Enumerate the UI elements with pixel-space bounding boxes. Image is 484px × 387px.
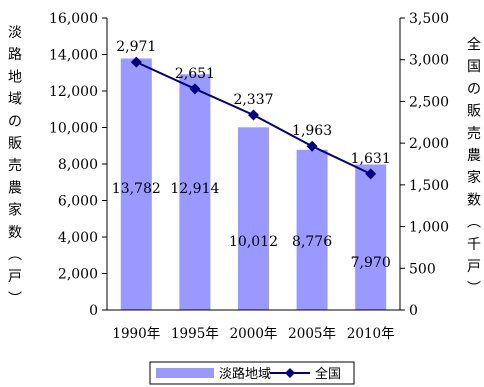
left-tick-label: 2,000 <box>58 267 98 283</box>
right-tick-label: 500 <box>409 261 436 277</box>
y-axis-title-right-text: 全国の販売農家数︵千戸︶ <box>467 36 481 297</box>
right-tick-labels: 0 500 1,000 1,500 2,000 2,500 3,000 3,500 <box>409 11 449 319</box>
left-tick-label: 6,000 <box>58 194 98 210</box>
line-value-labels: 2,971 2,651 2,337 1,963 1,631 <box>116 39 390 167</box>
line-marker-2 <box>248 109 259 121</box>
line-marker-4 <box>365 168 377 180</box>
right-tick-label: 2,000 <box>409 136 449 152</box>
left-tick-label: 16,000 <box>49 11 98 27</box>
left-tick-label: 10,000 <box>49 121 98 137</box>
right-tick-label: 3,500 <box>409 11 449 27</box>
left-tick-label: 12,000 <box>49 84 98 100</box>
right-tick-label: 3,000 <box>409 53 449 69</box>
left-tick-label: 8,000 <box>58 157 98 173</box>
legend-label-line: 全国 <box>315 366 341 382</box>
bars-layer <box>120 58 387 310</box>
axes-layer <box>102 17 405 311</box>
legend-box <box>149 361 355 385</box>
category-label: 1990年 <box>112 326 160 342</box>
legend-label-bar: 淡路地域 <box>219 366 271 382</box>
line-value-label: 1,631 <box>351 151 391 167</box>
category-labels: 1990年 1995年 2000年 2005年 2010年 <box>112 326 394 342</box>
bar-0 <box>120 58 152 310</box>
category-label: 1995年 <box>171 326 219 342</box>
y-axis-title-left-text: 淡路地域の販売農家数︵戸︶ <box>8 25 22 307</box>
category-label: 2005年 <box>288 326 336 342</box>
bar-value-label: 8,776 <box>292 234 332 250</box>
line-value-label: 1,963 <box>292 123 332 139</box>
line-layer <box>130 56 377 180</box>
legend-swatch-bar <box>156 368 214 378</box>
category-label: 2000年 <box>230 326 278 342</box>
y-axis-title-right: 全国の販売農家数︵千戸︶ <box>467 36 481 297</box>
line-marker-0 <box>130 56 142 68</box>
bar-value-labels: 13,782 12,914 10,012 8,776 7,970 <box>112 181 391 271</box>
left-tick-label: 0 <box>89 303 98 319</box>
bar-2 <box>238 127 269 310</box>
line-value-label: 2,651 <box>175 66 215 82</box>
right-tick-label: 0 <box>409 303 418 319</box>
bar-4 <box>355 164 387 310</box>
bar-value-label: 13,782 <box>112 181 161 197</box>
right-tick-label: 1,000 <box>409 220 449 236</box>
right-tick-label: 2,500 <box>409 94 449 110</box>
bar-value-label: 10,012 <box>229 234 278 250</box>
legend-swatch-marker <box>285 368 295 378</box>
right-tick-label: 1,500 <box>409 178 449 194</box>
line-marker-1 <box>189 83 201 95</box>
y-axis-title-left: 淡路地域の販売農家数︵戸︶ <box>8 25 22 307</box>
bar-value-label: 7,970 <box>351 255 391 271</box>
line-value-label: 2,337 <box>233 92 273 108</box>
left-tick-label: 14,000 <box>49 48 98 64</box>
line-value-label: 2,971 <box>116 39 156 55</box>
left-tick-label: 4,000 <box>58 230 98 246</box>
bar-value-label: 12,914 <box>170 181 219 197</box>
category-label: 2010年 <box>347 326 395 342</box>
line-marker-3 <box>306 140 318 152</box>
legend: 淡路地域 全国 <box>149 361 355 385</box>
bar-1 <box>179 74 211 310</box>
bar-3 <box>296 149 328 310</box>
left-tick-labels: 0 2,000 4,000 6,000 8,000 10,000 12,000 14,000 1… <box>49 11 98 319</box>
